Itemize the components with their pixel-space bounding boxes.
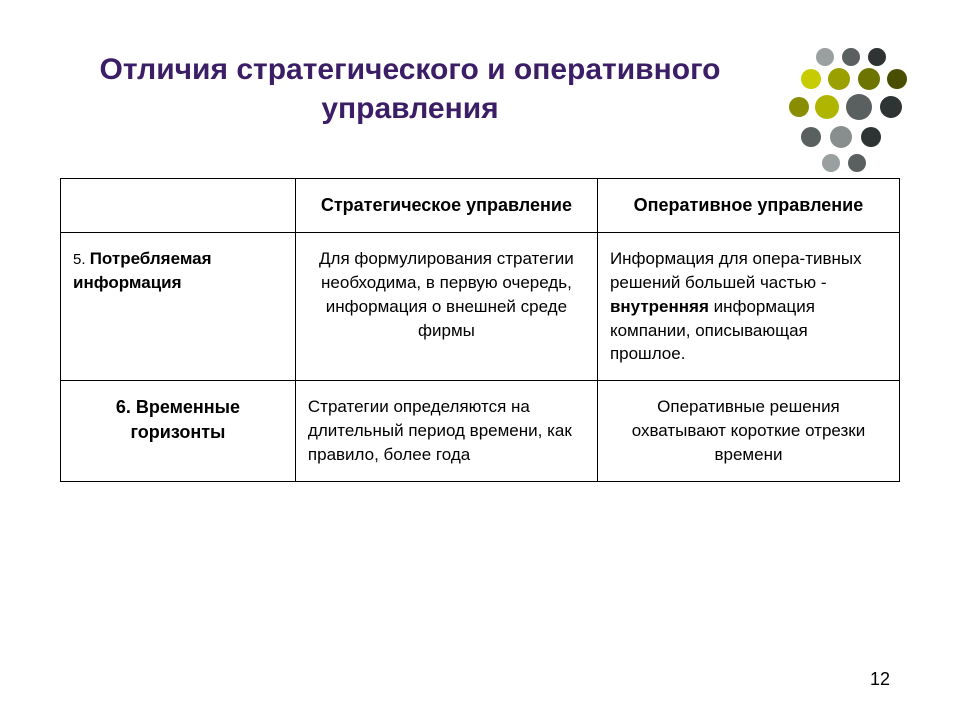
slide-title: Отличия стратегического и оперативного у… bbox=[60, 50, 900, 128]
cell-operational: Информация для опера-тивных решений боль… bbox=[597, 233, 899, 381]
row-label: 5. Потребляемая информация bbox=[61, 233, 296, 381]
header-empty bbox=[61, 179, 296, 233]
cell-strategic: Стратегии определяются на длительный пер… bbox=[295, 381, 597, 481]
decoration-dot bbox=[789, 97, 809, 117]
decoration-dot bbox=[880, 96, 902, 118]
decoration-dot bbox=[846, 94, 872, 120]
decoration-dot bbox=[801, 127, 821, 147]
decoration-dot bbox=[822, 154, 840, 172]
table-row: 6. Временные горизонтыСтратегии определя… bbox=[61, 381, 900, 481]
decoration-dot bbox=[801, 69, 821, 89]
table-row: 5. Потребляемая информацияДля формулиров… bbox=[61, 233, 900, 381]
decoration-dot bbox=[887, 69, 907, 89]
header-operational: Оперативное управление bbox=[597, 179, 899, 233]
table-body: 5. Потребляемая информацияДля формулиров… bbox=[61, 233, 900, 481]
decoration-dot bbox=[861, 127, 881, 147]
cell-operational: Оперативные решения охватывают короткие … bbox=[597, 381, 899, 481]
row-label: 6. Временные горизонты bbox=[61, 381, 296, 481]
comparison-table: Стратегическое управление Оперативное уп… bbox=[60, 178, 900, 482]
decoration-dot bbox=[816, 48, 834, 66]
cell-strategic: Для формулирования стратегии необходима,… bbox=[295, 233, 597, 381]
decoration-dot bbox=[868, 48, 886, 66]
decoration-dot bbox=[848, 154, 866, 172]
decoration-dot bbox=[858, 68, 880, 90]
decoration-dot bbox=[828, 68, 850, 90]
slide: Отличия стратегического и оперативного у… bbox=[0, 0, 960, 720]
decoration-dot bbox=[830, 126, 852, 148]
dots-decoration bbox=[785, 55, 915, 185]
decoration-dot bbox=[842, 48, 860, 66]
page-number: 12 bbox=[870, 669, 890, 690]
decoration-dot bbox=[815, 95, 839, 119]
header-strategic: Стратегическое управление bbox=[295, 179, 597, 233]
table-header-row: Стратегическое управление Оперативное уп… bbox=[61, 179, 900, 233]
